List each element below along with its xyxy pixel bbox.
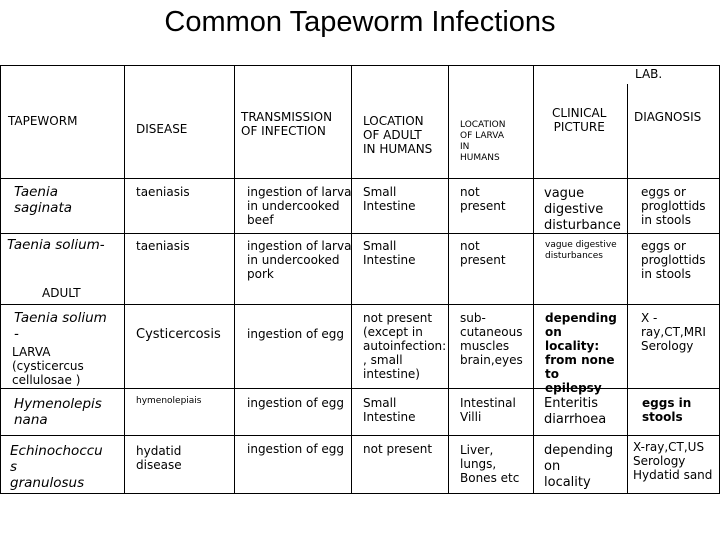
diagnosis: X - ray,CT,MRI Serology bbox=[641, 311, 706, 353]
adult-location: not present bbox=[363, 442, 433, 456]
disease-name: Cysticercosis bbox=[136, 327, 221, 342]
header-disease: DISEASE bbox=[136, 122, 188, 136]
diagnosis: eggs or proglottids in stools bbox=[641, 185, 706, 227]
disease-name: hydatid disease bbox=[136, 444, 182, 472]
tapeworm-name: Taenia solium- bbox=[7, 237, 105, 253]
adult-location: not present (except in autoinfection: , … bbox=[363, 311, 447, 381]
diagnosis: X-ray,CT,US Serology Hydatid sand bbox=[633, 440, 713, 482]
disease-name: hymenolepiais bbox=[136, 396, 202, 406]
header-lab: LAB. bbox=[635, 67, 663, 81]
stage-label: LARVA (cysticercus cellulosae ) bbox=[12, 345, 84, 387]
header-adult-location: LOCATION OF ADULT IN HUMANS bbox=[363, 114, 433, 156]
clinical-picture: Enteritis diarrhoea bbox=[544, 396, 607, 427]
transmission: ingestion of larva in undercooked beef bbox=[247, 185, 352, 227]
tapeworm-name: Hymenolepis nana bbox=[14, 396, 102, 428]
larva-location: Intestinal Villi bbox=[460, 396, 516, 424]
tapeworm-name: Echinochoccu s granulosus bbox=[10, 443, 103, 491]
header-diagnosis: DIAGNOSIS bbox=[634, 110, 702, 124]
diagnosis: eggs or proglottids in stools bbox=[641, 239, 706, 281]
stage-label: ADULT bbox=[42, 286, 81, 300]
adult-location: Small Intestine bbox=[363, 239, 416, 267]
transmission: ingestion of larva in undercooked pork bbox=[247, 239, 352, 281]
disease-name: taeniasis bbox=[136, 185, 190, 199]
tapeworm-name: Taenia solium - bbox=[14, 310, 107, 342]
header-tapeworm: TAPEWORM bbox=[8, 114, 78, 128]
clinical-picture: depending on locality: from none to epil… bbox=[545, 311, 617, 395]
disease-name: taeniasis bbox=[136, 239, 190, 253]
transmission: ingestion of egg bbox=[247, 396, 344, 410]
header-transmission: TRANSMISSION OF INFECTION bbox=[241, 110, 333, 138]
larva-location: Liver, lungs, Bones etc bbox=[460, 443, 520, 485]
clinical-picture: vague digestive disturbance bbox=[544, 186, 621, 233]
header-clinical: CLINICAL PICTURE bbox=[552, 106, 607, 134]
larva-location: sub- cutaneous muscles brain,eyes bbox=[460, 311, 523, 367]
diagnosis: eggs in stools bbox=[642, 396, 692, 424]
larva-location: not present bbox=[460, 239, 506, 267]
larva-location: not present bbox=[460, 185, 506, 213]
clinical-picture: vague digestive disturbances bbox=[545, 240, 617, 261]
transmission: ingestion of egg bbox=[247, 327, 344, 341]
header-larva-location: LOCATION OF LARVA IN HUMANS bbox=[460, 120, 506, 163]
transmission: ingestion of egg bbox=[247, 442, 344, 456]
tapeworm-name: Taenia saginata bbox=[14, 184, 73, 216]
adult-location: Small Intestine bbox=[363, 185, 416, 213]
clinical-picture: depending on locality bbox=[544, 443, 614, 490]
adult-location: Small Intestine bbox=[363, 396, 416, 424]
page-title: Common Tapeworm Infections bbox=[164, 6, 556, 38]
